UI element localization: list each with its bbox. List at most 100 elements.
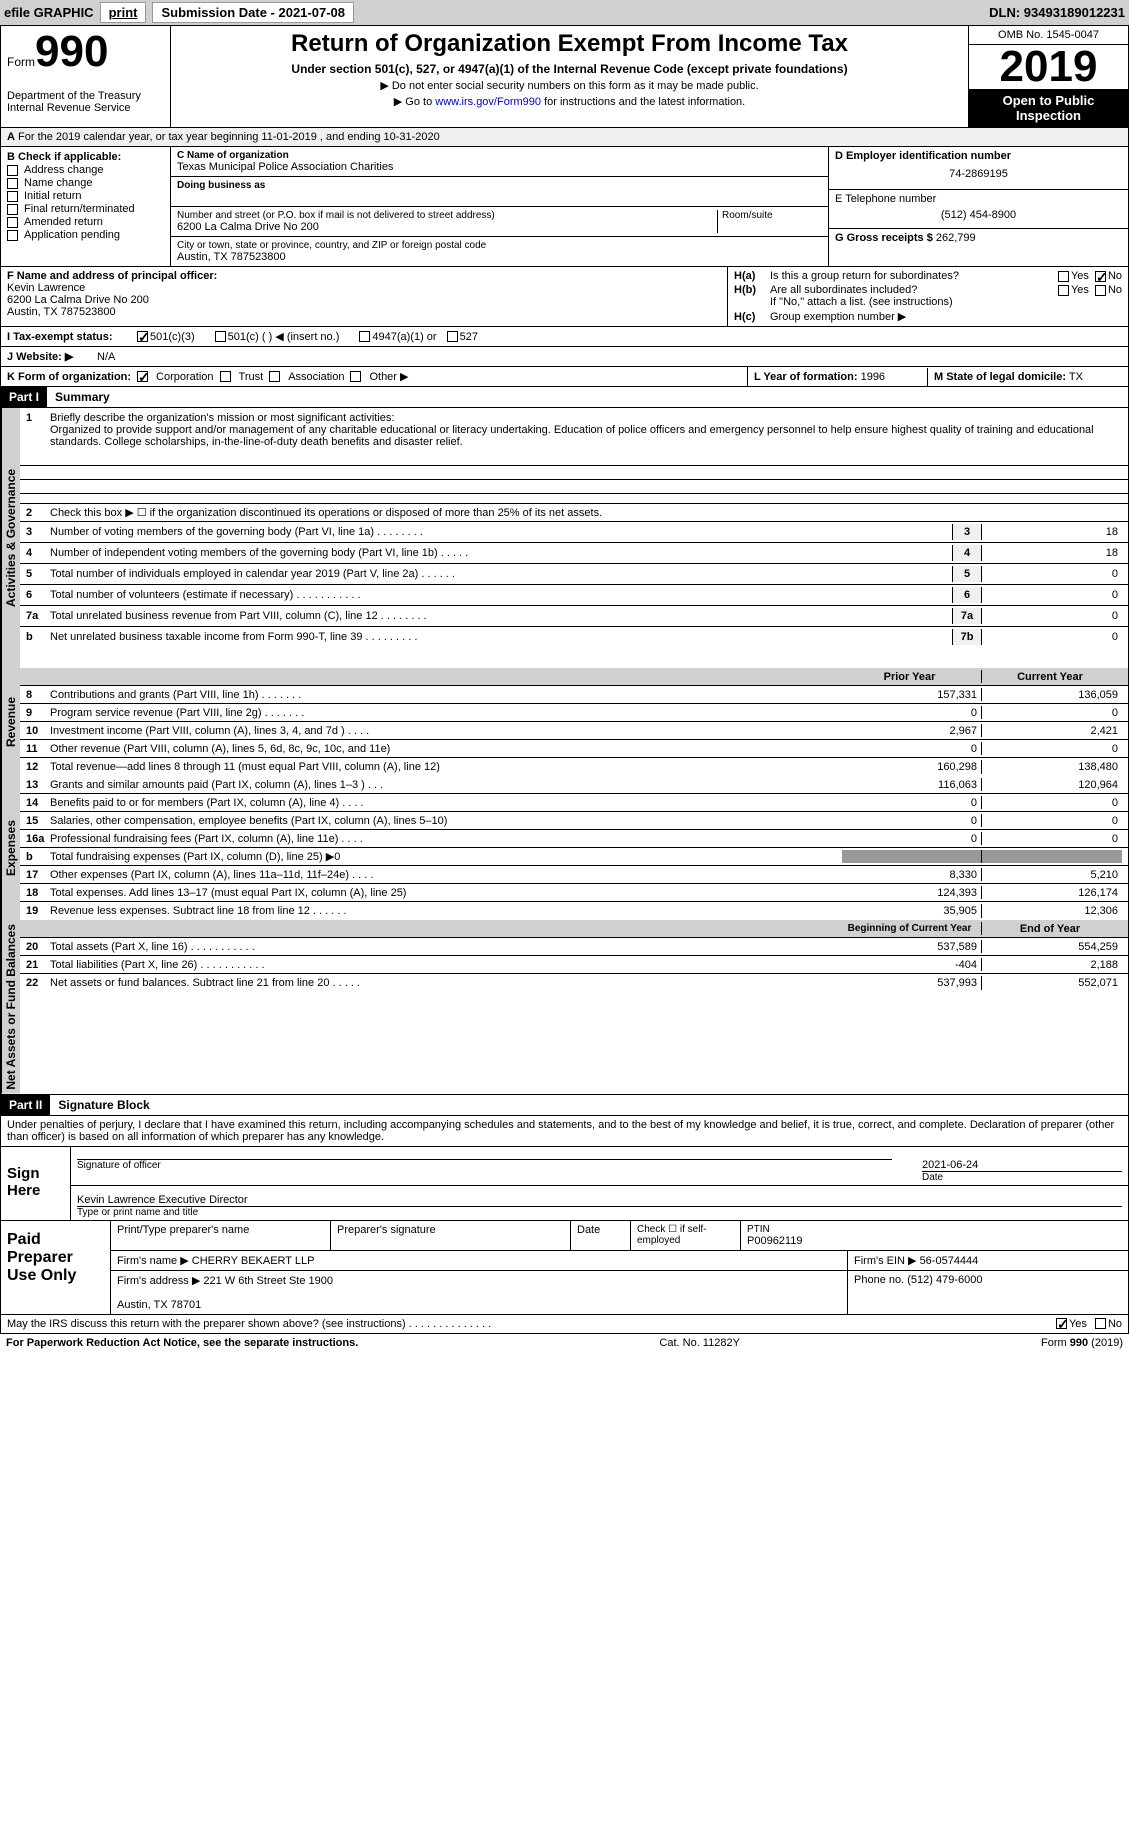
part1-title: Summary [47, 387, 118, 407]
hb-no-checkbox[interactable] [1095, 285, 1106, 296]
city-label: City or town, state or province, country… [177, 240, 822, 251]
line-num: 11 [26, 743, 50, 755]
expense-line: bTotal fundraising expenses (Part IX, co… [20, 848, 1128, 866]
discuss-no-label: No [1108, 1318, 1122, 1330]
assoc-checkbox[interactable] [269, 371, 280, 382]
line-j-label: J Website: ▶ [7, 350, 97, 363]
corp-label: Corporation [156, 371, 213, 383]
org-name: Texas Municipal Police Association Chari… [177, 161, 822, 173]
current-val: 2,421 [982, 724, 1122, 737]
expense-line: 16aProfessional fundraising fees (Part I… [20, 830, 1128, 848]
current-val: 136,059 [982, 688, 1122, 701]
box-b-item: Amended return [7, 216, 164, 228]
mission-blank2 [20, 466, 1128, 480]
line-box: 6 [952, 587, 982, 603]
box-b-checkbox-4[interactable] [7, 217, 18, 228]
box-b-item: Address change [7, 164, 164, 176]
prior-val [842, 850, 982, 863]
discuss-row: May the IRS discuss this return with the… [0, 1315, 1129, 1334]
ha-no-checkbox[interactable] [1095, 271, 1106, 282]
4947-checkbox[interactable] [359, 331, 370, 342]
form-title: Return of Organization Exempt From Incom… [179, 30, 960, 58]
box-b-checkbox-0[interactable] [7, 165, 18, 176]
room-label: Room/suite [722, 210, 822, 221]
box-b-checkbox-3[interactable] [7, 204, 18, 215]
line-num: 22 [26, 977, 50, 989]
expense-line: 13Grants and similar amounts paid (Part … [20, 776, 1128, 794]
efile-label: efile GRAPHIC [4, 5, 94, 20]
street-label: Number and street (or P.O. box if mail i… [177, 210, 713, 221]
corp-checkbox[interactable] [137, 371, 148, 382]
box-b-checkbox-5[interactable] [7, 230, 18, 241]
officer-label: F Name and address of principal officer: [7, 270, 721, 282]
line-desc: Other expenses (Part IX, column (A), lin… [50, 869, 842, 881]
hb-yes-label: Yes [1071, 284, 1089, 296]
firm-name: CHERRY BEKAERT LLP [192, 1255, 315, 1267]
box-b-checkbox-2[interactable] [7, 191, 18, 202]
box-b-item-label: Final return/terminated [24, 203, 135, 215]
527-checkbox[interactable] [447, 331, 458, 342]
box-b-item-label: Initial return [24, 190, 81, 202]
firm-ein-label: Firm's EIN ▶ [854, 1255, 917, 1267]
line-val: 0 [982, 566, 1122, 582]
line-num: 19 [26, 905, 50, 917]
hb-yes-checkbox[interactable] [1058, 285, 1069, 296]
expenses-section: Expenses 13Grants and similar amounts pa… [0, 776, 1129, 920]
revenue-header-row: Prior Year Current Year [20, 668, 1128, 686]
end-val: 552,071 [982, 976, 1122, 990]
line-val: 0 [982, 629, 1122, 645]
box-b-item-label: Address change [24, 164, 104, 176]
line-desc: Total revenue—add lines 8 through 11 (mu… [50, 761, 842, 773]
line-num: 6 [26, 589, 50, 601]
discuss-yes-checkbox[interactable] [1056, 1318, 1067, 1329]
line-num: 15 [26, 815, 50, 827]
formation-year: 1996 [861, 371, 885, 383]
501c-checkbox[interactable] [215, 331, 226, 342]
ha-yes-checkbox[interactable] [1058, 271, 1069, 282]
revenue-line: 11Other revenue (Part VIII, column (A), … [20, 740, 1128, 758]
footer-right: Form 990 (2019) [1041, 1337, 1123, 1349]
line-desc: Net assets or fund balances. Subtract li… [50, 977, 842, 989]
prior-val: 0 [842, 832, 982, 845]
q2-text: Check this box ▶ ☐ if the organization d… [50, 506, 602, 519]
year-block: OMB No. 1545-0047 2019 Open to Public In… [968, 26, 1128, 127]
box-h: H(a) Is this a group return for subordin… [728, 267, 1128, 326]
revenue-line: 12Total revenue—add lines 8 through 11 (… [20, 758, 1128, 776]
line-num: 4 [26, 547, 50, 559]
netassets-vlabel: Net Assets or Fund Balances [1, 920, 20, 1094]
line-val: 18 [982, 545, 1122, 561]
prep-date-label: Date [571, 1221, 631, 1250]
end-val: 554,259 [982, 940, 1122, 953]
form-note2: ▶ Go to www.irs.gov/Form990 for instruct… [179, 95, 960, 108]
page-footer: For Paperwork Reduction Act Notice, see … [0, 1334, 1129, 1352]
part1-header: Part I [1, 387, 47, 407]
irs-link[interactable]: www.irs.gov/Form990 [435, 96, 541, 108]
prior-year-header: Prior Year [842, 670, 982, 683]
note2-pre: ▶ Go to [394, 96, 435, 108]
other-checkbox[interactable] [350, 371, 361, 382]
prior-val: 0 [842, 814, 982, 827]
501c3-checkbox[interactable] [137, 331, 148, 342]
opt-501c: 501(c) ( ) ◀ (insert no.) [228, 330, 340, 343]
box-fh: F Name and address of principal officer:… [0, 267, 1129, 327]
hb-no-label: No [1108, 284, 1122, 296]
part2-title: Signature Block [50, 1095, 157, 1115]
prior-val: 0 [842, 796, 982, 809]
paid-section: Paid Preparer Use Only Print/Type prepar… [0, 1221, 1129, 1315]
line-desc: Program service revenue (Part VIII, line… [50, 707, 842, 719]
print-button[interactable]: print [100, 2, 147, 23]
print-link[interactable]: print [109, 5, 138, 20]
prep-name-label: Print/Type preparer's name [111, 1221, 331, 1250]
website-value: N/A [97, 351, 115, 363]
ha-text: Is this a group return for subordinates? [770, 270, 1058, 282]
submission-date: Submission Date - 2021-07-08 [152, 2, 354, 23]
box-b-checkbox-1[interactable] [7, 178, 18, 189]
tax-year: 2019 [969, 45, 1128, 89]
governance-vlabel: Activities & Governance [1, 408, 20, 668]
expense-line: 14Benefits paid to or for members (Part … [20, 794, 1128, 812]
part2-header: Part II [1, 1095, 50, 1115]
discuss-no-checkbox[interactable] [1095, 1318, 1106, 1329]
sign-content: Signature of officer 2021-06-24 Date Kev… [71, 1147, 1128, 1220]
trust-checkbox[interactable] [220, 371, 231, 382]
ptin-label: PTIN [747, 1224, 1122, 1235]
